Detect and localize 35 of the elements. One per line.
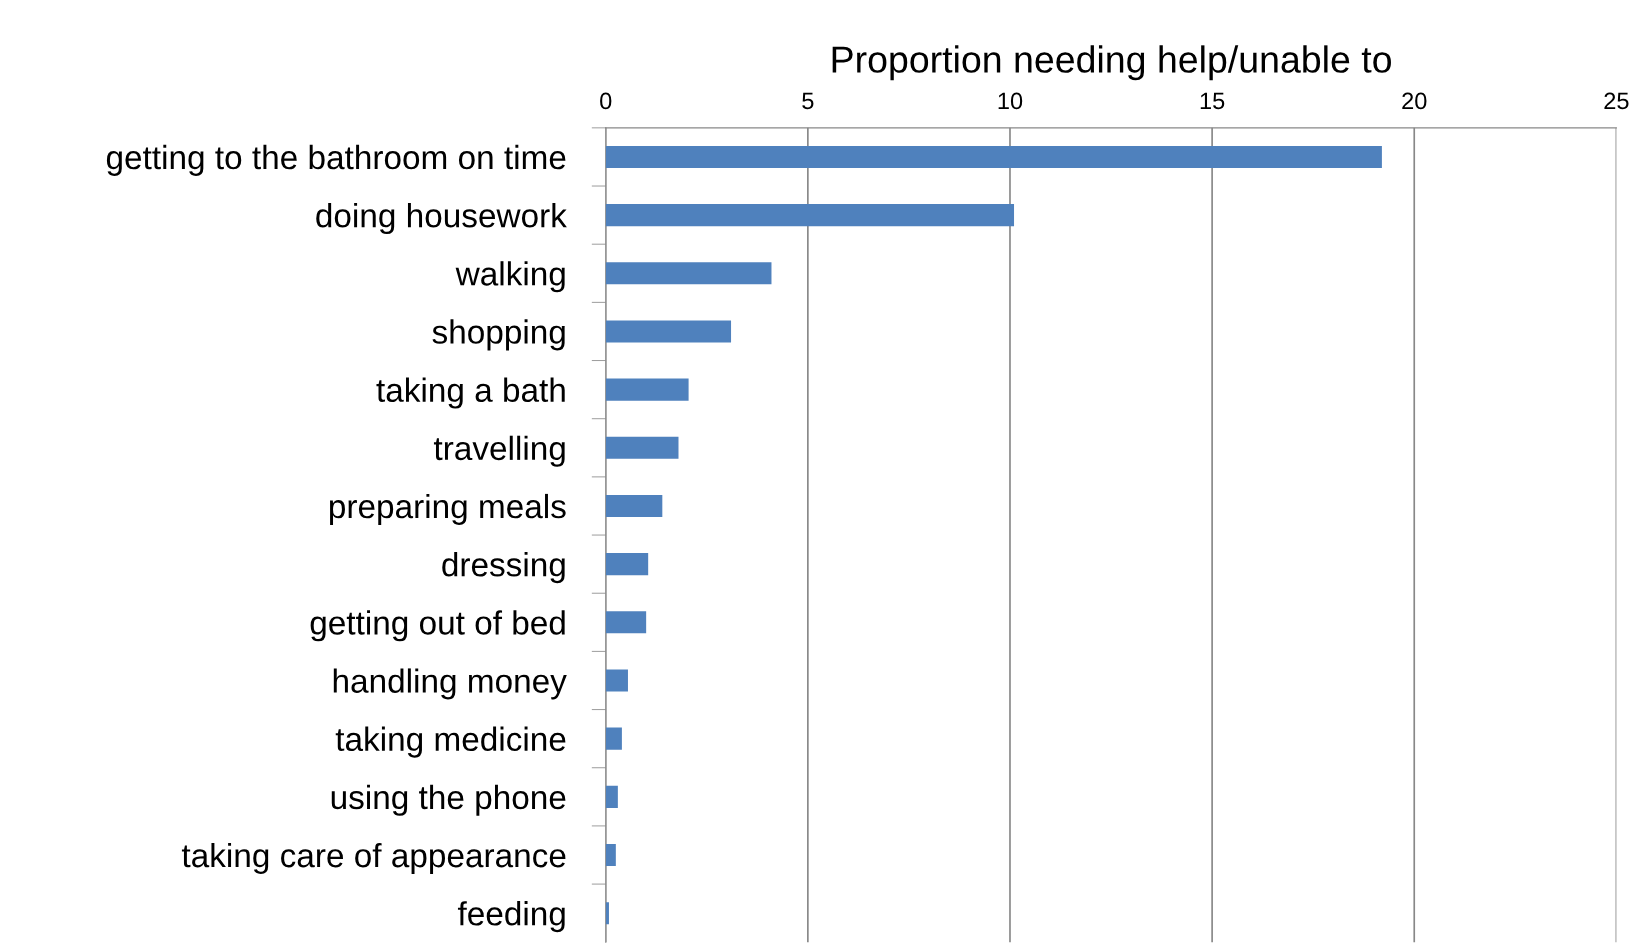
y-tick-label: using the phone bbox=[331, 784, 566, 816]
y-tick-label: taking care of appearance bbox=[181, 842, 566, 874]
bar bbox=[605, 262, 772, 285]
y-tick-label: handling money bbox=[333, 668, 567, 700]
bar bbox=[605, 902, 609, 925]
y-tick-label: travelling bbox=[433, 435, 565, 467]
y-tick-label: shopping bbox=[432, 319, 565, 351]
bar bbox=[605, 785, 618, 808]
bar bbox=[605, 611, 647, 634]
y-tick-label: taking a bath bbox=[376, 377, 565, 409]
x-tick-label: 0 bbox=[600, 92, 612, 110]
bar bbox=[605, 494, 663, 518]
bar bbox=[605, 727, 622, 750]
y-tick-label: taking medicine bbox=[335, 726, 566, 758]
x-axis-title: Proportion needing help/unable to bbox=[832, 45, 1391, 81]
y-tick-label: walking bbox=[455, 261, 565, 293]
y-tick-label: preparing meals bbox=[330, 493, 566, 525]
y-tick-label: doing housework bbox=[316, 203, 567, 235]
bar bbox=[605, 436, 679, 459]
x-tick-label: 15 bbox=[1200, 92, 1225, 110]
x-tick-label: 10 bbox=[998, 92, 1023, 110]
y-tick-label: dressing bbox=[442, 552, 565, 584]
bar bbox=[605, 669, 628, 692]
bar bbox=[605, 145, 1382, 168]
bar bbox=[605, 378, 689, 401]
bar bbox=[605, 553, 649, 576]
x-tick-label: 25 bbox=[1604, 92, 1629, 110]
bar bbox=[605, 320, 732, 343]
y-tick-label: getting out of bed bbox=[310, 610, 565, 642]
x-tick-label: 20 bbox=[1402, 92, 1427, 110]
x-tick-label: 5 bbox=[802, 92, 814, 110]
bar bbox=[605, 843, 616, 867]
y-tick-label: getting to the bathroom on time bbox=[106, 144, 566, 176]
y-tick-label: feeding bbox=[457, 901, 565, 933]
bar bbox=[605, 204, 1015, 227]
